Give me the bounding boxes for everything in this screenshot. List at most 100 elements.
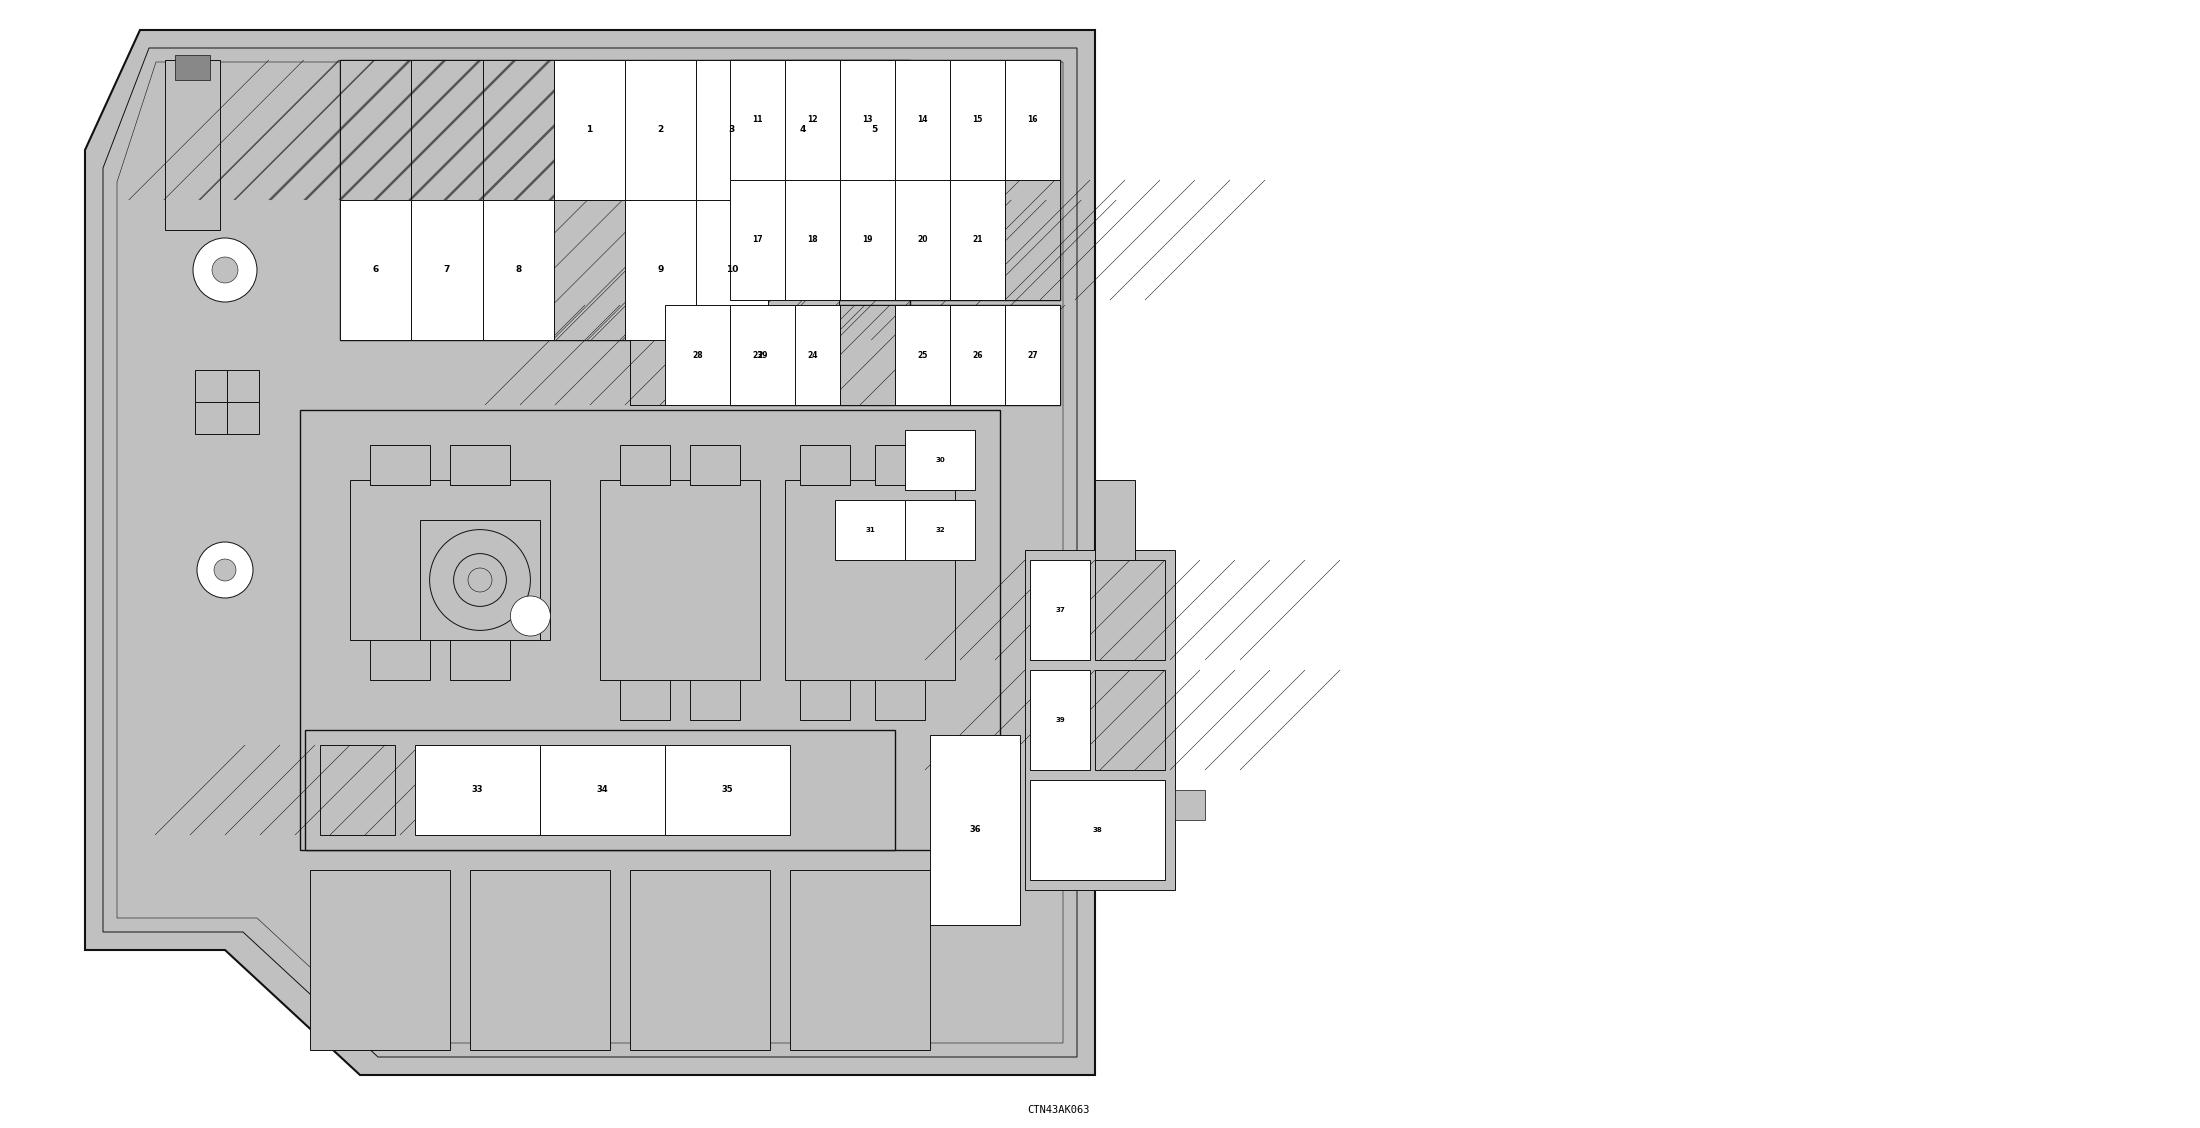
Bar <box>620 680 671 720</box>
Text: 33: 33 <box>471 785 484 794</box>
Text: 5: 5 <box>871 125 878 134</box>
Bar <box>838 60 911 200</box>
Bar <box>341 60 411 200</box>
Bar <box>625 60 695 200</box>
Text: 27: 27 <box>1027 351 1038 360</box>
Bar <box>895 305 950 405</box>
Bar <box>730 60 785 180</box>
Bar <box>625 200 695 340</box>
Bar <box>370 640 429 680</box>
Bar <box>730 305 794 405</box>
Text: 31: 31 <box>865 527 876 534</box>
Bar <box>1005 180 1060 300</box>
Bar <box>895 180 950 300</box>
Polygon shape <box>86 30 1096 1075</box>
Bar <box>836 500 904 559</box>
Bar <box>629 870 770 1050</box>
Bar <box>196 370 227 402</box>
Bar <box>904 500 975 559</box>
Bar <box>785 481 955 680</box>
Circle shape <box>510 596 550 636</box>
Bar <box>165 60 220 230</box>
Bar <box>471 870 609 1050</box>
Text: 6: 6 <box>372 265 378 274</box>
Bar <box>411 200 482 340</box>
Bar <box>730 305 785 405</box>
Text: 29: 29 <box>757 351 768 360</box>
Circle shape <box>211 257 238 283</box>
Bar <box>840 180 895 300</box>
Bar <box>895 60 950 180</box>
Bar <box>629 305 675 405</box>
Bar <box>950 180 1005 300</box>
Text: 38: 38 <box>1093 827 1102 832</box>
Bar <box>785 180 840 300</box>
Text: 20: 20 <box>917 236 928 245</box>
Bar <box>730 180 785 300</box>
Circle shape <box>213 559 235 581</box>
Bar <box>319 744 396 835</box>
Bar <box>310 870 451 1050</box>
Text: 37: 37 <box>1056 607 1065 613</box>
Text: 15: 15 <box>972 115 983 124</box>
Text: 30: 30 <box>935 457 944 462</box>
Bar <box>227 402 260 434</box>
Text: 1: 1 <box>585 125 592 134</box>
Text: 19: 19 <box>862 236 873 245</box>
Text: 7: 7 <box>444 265 451 274</box>
Bar <box>840 305 895 405</box>
Bar <box>664 744 790 835</box>
Text: 16: 16 <box>1027 115 1038 124</box>
Bar <box>370 446 429 485</box>
Text: 36: 36 <box>970 826 981 835</box>
Bar <box>554 200 625 340</box>
Bar <box>1030 670 1089 770</box>
Bar <box>931 735 1021 925</box>
Bar <box>876 446 924 485</box>
Text: 10: 10 <box>726 265 737 274</box>
Bar <box>306 730 895 851</box>
Text: 4: 4 <box>801 125 807 134</box>
Bar <box>482 200 554 340</box>
Text: 17: 17 <box>752 236 763 245</box>
Bar <box>904 430 975 490</box>
Text: 35: 35 <box>722 785 733 794</box>
Bar <box>1096 559 1166 660</box>
Bar <box>1096 670 1166 770</box>
Bar <box>196 402 227 434</box>
Bar <box>695 200 768 340</box>
Text: 39: 39 <box>1056 717 1065 723</box>
Text: 13: 13 <box>862 115 873 124</box>
Bar <box>341 200 411 340</box>
Bar <box>1030 559 1089 660</box>
Text: 26: 26 <box>972 351 983 360</box>
Bar <box>785 305 840 405</box>
Bar <box>790 870 931 1050</box>
Text: CTN43AK063: CTN43AK063 <box>1027 1105 1089 1114</box>
Bar <box>730 60 1060 300</box>
Bar <box>416 744 539 835</box>
Text: 3: 3 <box>728 125 735 134</box>
Bar <box>482 60 554 200</box>
Text: 25: 25 <box>917 351 928 360</box>
Circle shape <box>194 238 257 302</box>
Text: 34: 34 <box>596 785 609 794</box>
Bar <box>350 481 550 640</box>
Bar <box>730 305 1060 405</box>
Bar <box>785 60 840 180</box>
Text: 18: 18 <box>807 236 818 245</box>
Bar <box>411 60 482 200</box>
Bar <box>227 370 260 402</box>
Polygon shape <box>1096 481 1135 650</box>
Text: 2: 2 <box>658 125 664 134</box>
Bar <box>840 60 895 180</box>
Circle shape <box>429 530 530 631</box>
Bar <box>299 409 1001 851</box>
Bar <box>176 55 209 80</box>
Bar <box>420 520 539 640</box>
Text: 23: 23 <box>752 351 763 360</box>
Bar <box>1005 305 1060 405</box>
Bar <box>691 446 739 485</box>
Bar <box>695 60 768 200</box>
Bar <box>1175 790 1206 820</box>
